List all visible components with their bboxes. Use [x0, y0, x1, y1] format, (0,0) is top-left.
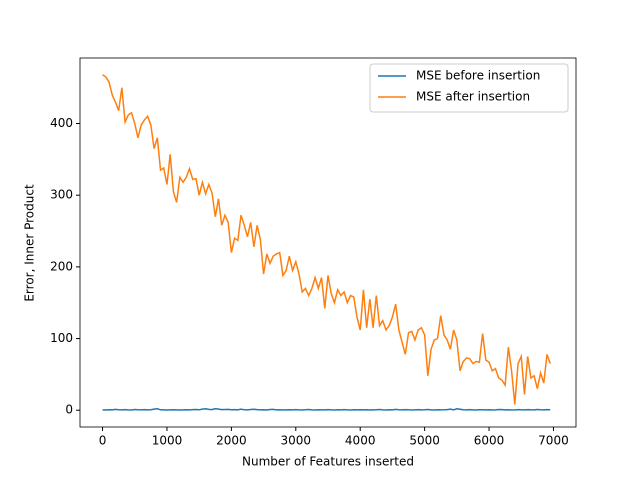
y-tick-label: 0 — [65, 403, 73, 417]
y-tick-label: 100 — [50, 331, 73, 345]
y-tick-label: 300 — [50, 188, 73, 202]
x-tick-label: 3000 — [281, 434, 312, 448]
x-axis-label: Number of Features inserted — [242, 455, 414, 469]
x-tick-label: 5000 — [409, 434, 440, 448]
legend: MSE before insertion MSE after insertion — [369, 63, 569, 113]
legend-label: MSE before insertion — [416, 69, 540, 83]
plot-frame — [79, 57, 577, 428]
x-tick-label: 0 — [99, 434, 107, 448]
x-tick-label: 6000 — [474, 434, 505, 448]
y-tick-label: 400 — [50, 116, 73, 130]
x-tick-label: 4000 — [345, 434, 376, 448]
line-series — [102, 407, 551, 411]
legend-label: MSE after insertion — [416, 90, 530, 104]
x-tick-label: 7000 — [538, 434, 569, 448]
y-axis-label: Error, Inner Product — [23, 184, 37, 302]
y-tick-label: 200 — [50, 259, 73, 273]
legend-box — [369, 63, 569, 113]
x-tick-label: 1000 — [152, 434, 183, 448]
x-tick-label: 2000 — [216, 434, 247, 448]
line-series — [102, 74, 551, 405]
